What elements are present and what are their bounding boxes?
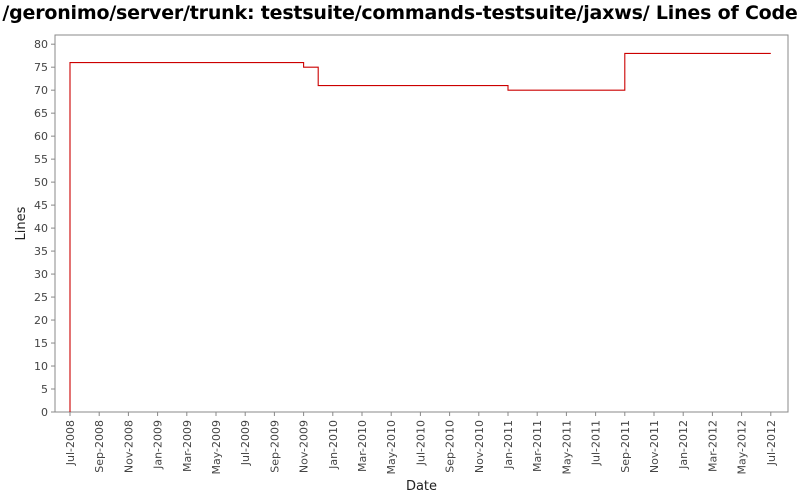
x-tick-label: Mar-2010 — [356, 420, 369, 472]
y-tick-label: 55 — [34, 153, 48, 166]
y-tick-label: 25 — [34, 291, 48, 304]
x-tick-label: Jul-2012 — [765, 420, 778, 466]
x-tick-label: Jul-2009 — [239, 420, 252, 466]
y-tick-label: 35 — [34, 245, 48, 258]
y-tick-label: 30 — [34, 268, 48, 281]
y-tick-label: 70 — [34, 84, 48, 97]
x-tick-label: Sep-2008 — [93, 420, 106, 473]
y-tick-label: 10 — [34, 360, 48, 373]
x-tick-label: Sep-2011 — [619, 420, 632, 473]
x-tick-label: Nov-2011 — [648, 420, 661, 473]
x-tick-label: May-2010 — [385, 420, 398, 475]
y-tick-label: 0 — [41, 406, 48, 419]
y-tick-label: 5 — [41, 383, 48, 396]
series-line-0 — [69, 52, 771, 412]
x-tick-label: May-2011 — [560, 420, 573, 475]
y-tick-label: 65 — [34, 107, 48, 120]
y-tick-label: 60 — [34, 130, 48, 143]
x-tick-label: Mar-2009 — [181, 420, 194, 472]
x-tick-label: Nov-2010 — [473, 420, 486, 473]
y-tick-label: 20 — [34, 314, 48, 327]
x-tick-label: Nov-2008 — [122, 420, 135, 473]
x-tick-label: Nov-2009 — [298, 420, 311, 473]
x-tick-label: Mar-2012 — [706, 420, 719, 472]
x-tick-label: May-2009 — [210, 420, 223, 475]
x-tick-label: Jul-2008 — [64, 420, 77, 466]
x-axis-title: Date — [406, 479, 437, 494]
y-tick-label: 75 — [34, 61, 48, 74]
x-tick-label: May-2012 — [736, 420, 749, 475]
y-axis-title: Lines — [14, 206, 29, 240]
y-tick-label: 40 — [34, 222, 48, 235]
x-tick-label: Jan-2010 — [327, 420, 340, 470]
x-tick-label: Sep-2010 — [444, 420, 457, 473]
x-tick-label: Jul-2011 — [590, 420, 603, 466]
x-tick-label: Mar-2011 — [531, 420, 544, 472]
x-tick-label: Jan-2009 — [152, 420, 165, 470]
y-axis: 0 5 10 15 20 25 30 35 40 45 50 55 60 65 70 75 80 — [34, 38, 55, 419]
series-layer — [69, 52, 771, 412]
x-tick-label: Sep-2009 — [268, 420, 281, 473]
x-tick-label: Jan-2011 — [502, 420, 515, 470]
x-tick-label: Jul-2010 — [414, 420, 427, 466]
y-tick-label: 50 — [34, 176, 48, 189]
plot-area — [54, 34, 789, 413]
y-tick-label: 80 — [34, 38, 48, 51]
plot-frame — [54, 34, 789, 413]
y-tick-label: 15 — [34, 337, 48, 350]
y-tick-label: 45 — [34, 199, 48, 212]
x-tick-label: Jan-2012 — [677, 420, 690, 470]
x-axis: Jul-2008 Sep-2008 Nov-2008 Jan-2009 Mar-2009… — [64, 412, 778, 475]
chart-title: /geronimo/server/trunk: testsuite/comman… — [2, 2, 798, 24]
